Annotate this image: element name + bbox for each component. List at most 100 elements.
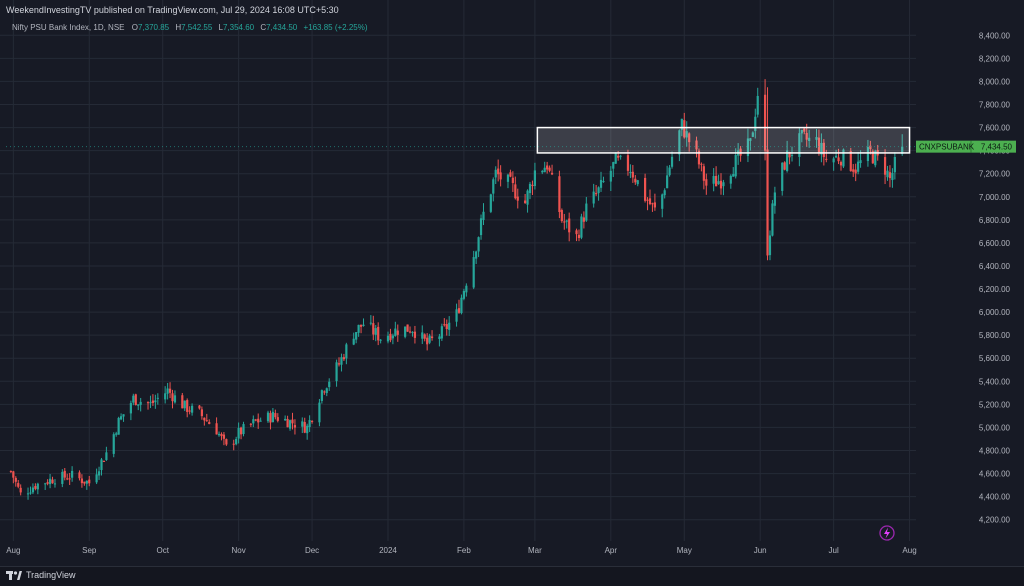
candle-body bbox=[232, 443, 235, 445]
candle-body bbox=[712, 176, 715, 184]
candle-body bbox=[602, 181, 605, 183]
candle-body bbox=[308, 420, 311, 428]
candle-body bbox=[700, 163, 703, 165]
candle-body bbox=[852, 169, 855, 172]
candle-body bbox=[51, 479, 54, 484]
tradingview-brand[interactable]: TradingView bbox=[6, 569, 76, 581]
candle-body bbox=[599, 179, 603, 188]
candle-body bbox=[186, 400, 189, 412]
low-label: L bbox=[218, 23, 223, 32]
candle-body bbox=[386, 335, 390, 342]
change-value: +163.85 (+2.25%) bbox=[303, 23, 368, 32]
publisher-caption: WeekendInvestingTV published on TradingV… bbox=[6, 5, 339, 15]
candle-body bbox=[869, 145, 872, 150]
x-tick-label: May bbox=[677, 546, 692, 555]
candle-body bbox=[88, 479, 91, 484]
price-axis[interactable]: 4,200.00 4,400.00 4,600.00 4,800.00 5,000.00… bbox=[979, 31, 1011, 524]
candle-body bbox=[475, 251, 478, 259]
candle-body bbox=[595, 193, 598, 195]
y-tick-label: 4,800.00 bbox=[979, 447, 1011, 456]
candle-body bbox=[609, 170, 612, 182]
candle-body bbox=[100, 459, 103, 471]
y-tick-label: 5,200.00 bbox=[979, 400, 1011, 409]
candle-body bbox=[132, 395, 135, 403]
candle-body bbox=[472, 257, 475, 288]
candle-body bbox=[36, 483, 39, 490]
open-label: O bbox=[131, 23, 138, 32]
candle-body bbox=[198, 405, 201, 409]
symbol-title[interactable]: Nifty PSU Bank Index, 1D, NSE bbox=[12, 23, 125, 32]
resistance-zone-box[interactable] bbox=[536, 126, 911, 154]
candle-body bbox=[516, 196, 519, 201]
candle-body bbox=[631, 171, 634, 178]
candle-body bbox=[173, 395, 177, 403]
y-tick-label: 6,400.00 bbox=[979, 262, 1011, 271]
candle-body bbox=[286, 418, 289, 428]
candle-body bbox=[874, 150, 877, 166]
candle-body bbox=[46, 482, 49, 484]
candle-body bbox=[318, 402, 321, 423]
candle-body bbox=[352, 338, 355, 345]
candle-body bbox=[345, 344, 348, 359]
candle-body bbox=[817, 137, 821, 153]
candle-body bbox=[44, 483, 47, 485]
candle-body bbox=[666, 175, 669, 189]
y-tick-label: 5,600.00 bbox=[979, 354, 1011, 363]
candle-body bbox=[105, 452, 108, 460]
candle-body bbox=[619, 155, 622, 157]
candle-body bbox=[430, 336, 434, 339]
close-value: 7,434.50 bbox=[266, 23, 298, 32]
candle-body bbox=[457, 308, 461, 313]
candle-body bbox=[531, 184, 534, 187]
candle-body bbox=[379, 339, 382, 341]
candle-body bbox=[822, 142, 825, 158]
candle-body bbox=[805, 132, 808, 140]
candle-body bbox=[563, 221, 566, 223]
candle-body bbox=[301, 421, 304, 427]
candle-body bbox=[842, 149, 845, 167]
resistance-rectangle[interactable] bbox=[536, 126, 911, 154]
candle-body bbox=[901, 146, 904, 154]
price-chart[interactable]: 4,200.00 4,400.00 4,600.00 4,800.00 5,000.00… bbox=[0, 0, 1024, 566]
candle-body bbox=[820, 142, 823, 155]
candle-body bbox=[242, 424, 245, 434]
time-axis[interactable]: Aug Sep Oct Nov Dec 2024 Feb Mar Apr May Jun Jul Aug bbox=[6, 546, 916, 555]
y-tick-label: 6,000.00 bbox=[979, 308, 1011, 317]
replay-bolt-icon[interactable] bbox=[879, 525, 895, 541]
candle-body bbox=[646, 199, 649, 201]
candle-body bbox=[492, 179, 495, 194]
footer-brand-label: TradingView bbox=[26, 570, 76, 580]
x-tick-label: Jun bbox=[754, 546, 767, 555]
candle-body bbox=[239, 427, 243, 435]
candle-body bbox=[866, 147, 870, 162]
candle-body bbox=[678, 130, 681, 155]
candle-body bbox=[205, 420, 208, 422]
candle-body bbox=[612, 162, 615, 169]
y-tick-label: 4,200.00 bbox=[979, 516, 1011, 525]
candle-body bbox=[134, 394, 137, 406]
candle-body bbox=[509, 172, 512, 177]
candle-body bbox=[688, 133, 691, 143]
candle-body bbox=[643, 177, 647, 201]
candle-body bbox=[208, 422, 211, 425]
candle-body bbox=[790, 154, 794, 156]
candle-body bbox=[773, 192, 776, 206]
candle-body bbox=[702, 166, 705, 181]
candle-body bbox=[303, 422, 306, 433]
candle-body bbox=[85, 480, 88, 484]
candle-body bbox=[389, 333, 392, 341]
candle-body bbox=[438, 336, 441, 340]
candle-body bbox=[71, 470, 74, 478]
candle-body bbox=[394, 328, 397, 336]
candle-body bbox=[891, 172, 894, 181]
candle-body bbox=[756, 95, 759, 115]
candle-body bbox=[112, 434, 115, 454]
candle-body bbox=[617, 155, 620, 158]
x-tick-label: Apr bbox=[605, 546, 618, 555]
candle-body bbox=[342, 357, 346, 360]
candle-body bbox=[306, 425, 309, 434]
candle-body bbox=[413, 331, 417, 338]
candle-body bbox=[614, 153, 617, 164]
candle-body bbox=[119, 416, 123, 420]
candle-body bbox=[800, 129, 803, 134]
